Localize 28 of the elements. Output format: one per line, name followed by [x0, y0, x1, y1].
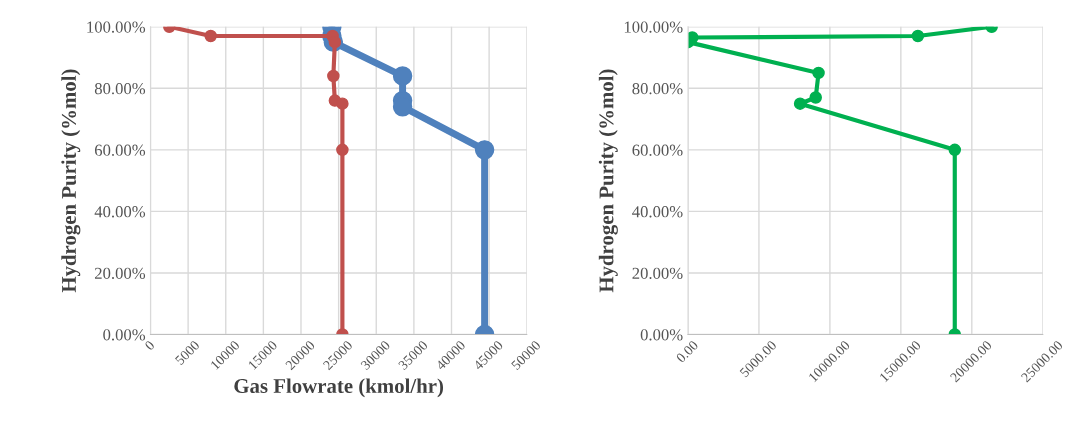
- y-tick-label: 40.00%: [94, 206, 146, 218]
- point: [809, 91, 822, 104]
- x-tick-label: 0: [144, 340, 156, 351]
- y-tick-label: 20.00%: [632, 267, 683, 279]
- y-tick-label: 0.00%: [640, 329, 683, 341]
- y-tick-label: 80.00%: [632, 83, 683, 95]
- point: [812, 66, 825, 80]
- y-tick-label: 100.00%: [624, 21, 683, 33]
- y-tick-label: 100.00%: [87, 21, 146, 33]
- y-axis-title: Hydrogen Purity (%mol): [598, 69, 618, 293]
- point: [911, 29, 925, 43]
- y-tick-label: 40.00%: [632, 206, 683, 218]
- y-tick-label: 0.00%: [103, 329, 146, 341]
- y-tick-label: 60.00%: [632, 144, 683, 156]
- point: [327, 69, 340, 83]
- point: [948, 143, 962, 157]
- x-tick-label: 0.00: [675, 340, 699, 364]
- y-axis-title: Hydrogen Purity (%mol): [61, 69, 81, 293]
- x-axis-title: Gas Flowrate (kmol/hr): [234, 378, 444, 398]
- y-tick-label: 20.00%: [94, 267, 146, 279]
- point: [336, 143, 349, 157]
- y-tick-label: 60.00%: [94, 144, 146, 156]
- point: [474, 140, 495, 160]
- point: [793, 97, 807, 110]
- point: [392, 66, 413, 86]
- point: [204, 29, 217, 43]
- y-tick-label: 80.00%: [94, 83, 146, 95]
- point: [336, 97, 349, 110]
